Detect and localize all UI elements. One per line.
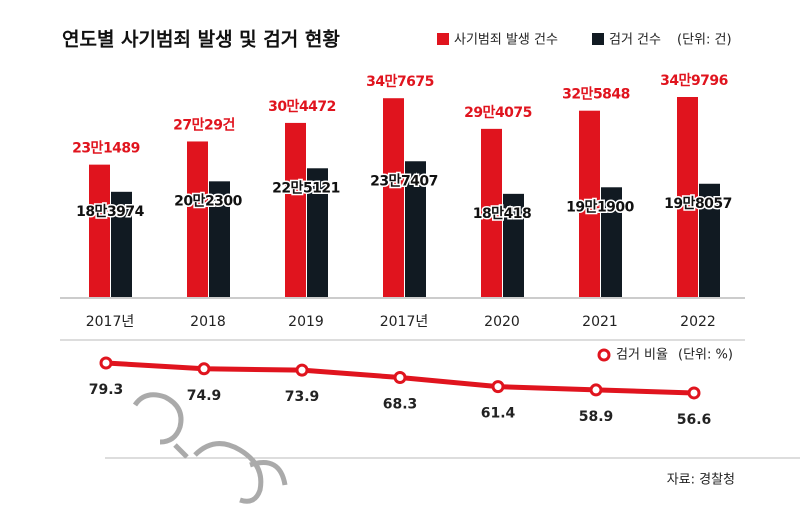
legend-swatch [592,33,604,45]
value-label: 19만8057 [664,196,732,212]
bar [111,191,132,297]
bar [481,128,502,297]
value-label: 19만1900 [566,199,635,215]
bar [89,164,110,297]
legend-marker [597,348,611,362]
value-label: 23만1489 [72,141,140,157]
point [491,380,505,394]
bar [209,181,230,297]
point [197,362,211,376]
point [393,371,407,385]
source: 자료: 경찰청 [667,473,735,488]
value-label: 27만29건 [173,116,235,133]
point [589,383,603,397]
value-label: 18만3974 [76,204,145,220]
legend-label: 검거 비율 [616,348,668,363]
bar [503,193,524,297]
value-label: 68.3 [383,397,418,413]
chart-title: 연도별 사기범죄 발생 및 검거 현황 [62,28,340,51]
bar [187,141,208,297]
bar [383,98,404,297]
value-label: 58.9 [579,409,614,425]
handcuffs-illustration [132,392,288,504]
value-label: 79.3 [89,382,124,398]
bar [677,97,698,297]
legend-label: 검거 건수 [609,33,661,48]
value-label: 29만4075 [464,105,532,121]
legend-label: 사기범죄 발생 건수 [454,33,558,48]
x-tick-label: 2017년 [86,314,135,330]
value-label: 20만2300 [174,193,243,209]
x-tick-label: 2022 [680,314,716,330]
point [295,363,309,377]
bar [579,110,600,297]
value-label: 22만5121 [272,180,340,196]
value-label: 32만5848 [562,87,630,103]
x-tick-label: 2017년 [380,314,429,330]
bar [699,183,720,297]
x-tick-label: 2020 [484,314,520,330]
value-label: 23만7407 [370,173,438,189]
value-label: 18만418 [473,206,532,222]
point [99,356,113,370]
x-tick-label: 2021 [582,314,618,330]
value-label: 61.4 [481,406,516,422]
x-tick-label: 2018 [190,314,226,330]
point [687,386,701,400]
legend-unit: (단위: %) [678,348,733,363]
value-label: 34만9796 [660,73,728,89]
bar [285,122,306,297]
value-label: 74.9 [187,388,222,404]
value-label: 73.9 [285,389,320,405]
bar [601,187,622,297]
bar [307,168,328,297]
legend-unit: (단위: 건) [677,33,732,48]
value-label: 34만7675 [366,74,434,90]
x-tick-label: 2019 [288,314,324,330]
value-label: 56.6 [677,412,712,428]
legend-swatch [437,33,449,45]
value-label: 30만4472 [268,99,336,115]
bar [405,161,426,297]
